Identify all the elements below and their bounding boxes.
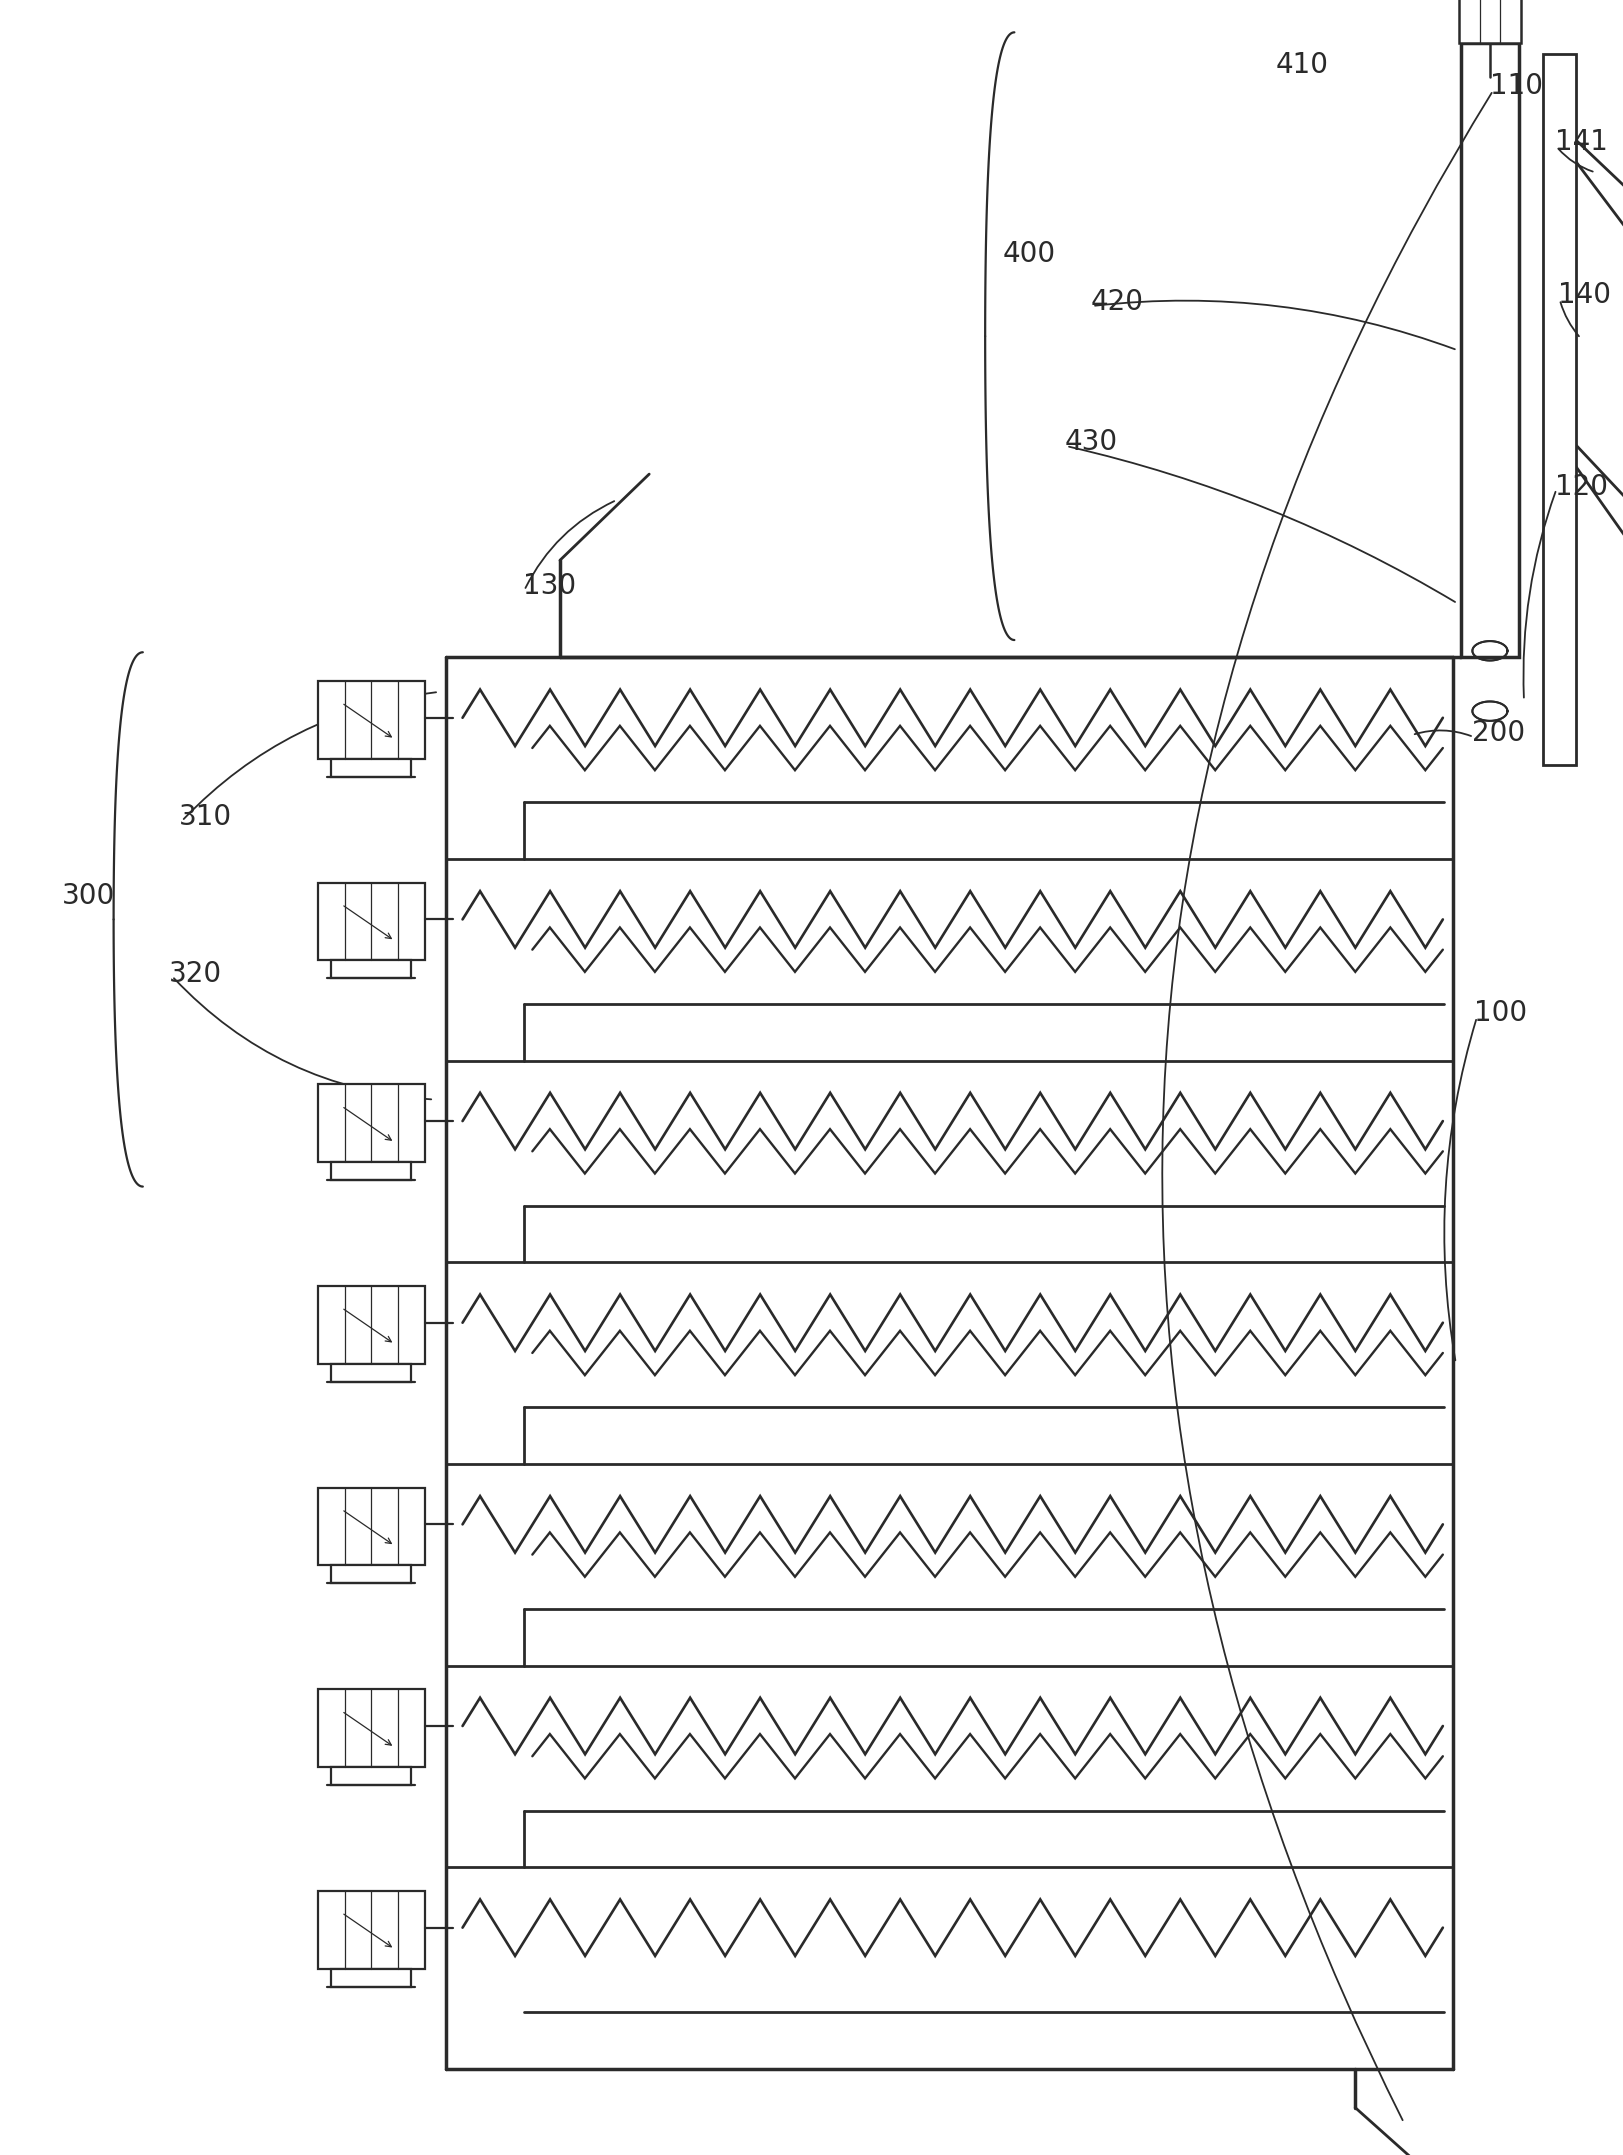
Bar [331, 759, 411, 776]
Bar [331, 1970, 411, 1987]
Bar [1543, 54, 1576, 765]
Text: 110: 110 [1490, 73, 1543, 99]
Text: 130: 130 [523, 573, 576, 599]
Text: 410: 410 [1276, 52, 1329, 78]
Text: 120: 120 [1555, 474, 1608, 500]
Text: 140: 140 [1558, 282, 1612, 308]
Bar [318, 1690, 425, 1767]
Bar [1461, 43, 1519, 657]
Bar [318, 1487, 425, 1565]
Bar [318, 1084, 425, 1162]
Bar [318, 1890, 425, 1970]
Text: 100: 100 [1474, 1000, 1527, 1026]
Text: 200: 200 [1472, 720, 1526, 746]
Bar [1459, 0, 1521, 43]
Bar [331, 1162, 411, 1181]
Text: 300: 300 [62, 884, 115, 909]
Text: 310: 310 [179, 804, 232, 830]
Bar [331, 1364, 411, 1381]
Text: 400: 400 [1003, 241, 1057, 267]
Text: 430: 430 [1065, 429, 1118, 455]
Bar [318, 884, 425, 961]
Text: 320: 320 [169, 961, 222, 987]
Bar [331, 961, 411, 978]
Bar [331, 1767, 411, 1784]
Text: 141: 141 [1555, 129, 1608, 155]
Bar [318, 1287, 425, 1364]
Bar [318, 681, 425, 759]
Bar [331, 1565, 411, 1584]
Text: 420: 420 [1091, 289, 1144, 315]
